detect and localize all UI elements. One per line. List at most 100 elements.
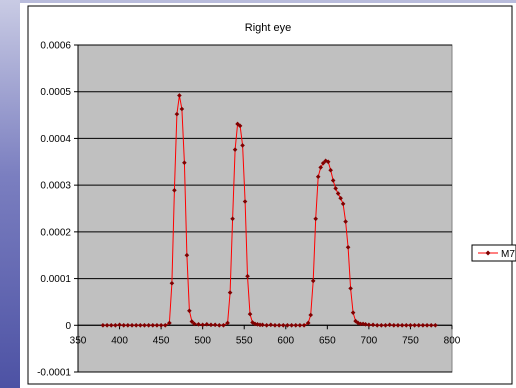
data-point [196,322,201,327]
plot-area [77,44,453,373]
x-tick-label: 450 [153,335,170,346]
data-point [260,322,265,328]
data-point [237,123,243,129]
x-tick-label: 550 [236,335,253,346]
y-tick-label: -0.0001 [37,368,71,379]
data-point [192,321,197,327]
data-point [255,322,260,327]
data-point [242,199,248,204]
data-point [343,219,348,224]
data-point [272,322,278,328]
data-point [174,111,180,117]
data-point [399,322,405,328]
data-point [280,322,286,328]
data-point [297,322,303,328]
data-point [268,322,274,328]
data-point [276,322,282,328]
data-point [335,191,341,196]
data-point [353,318,358,324]
y-tick-label: 0 [65,321,71,332]
data-point [379,322,384,328]
data-point [345,244,351,250]
data-point [264,322,269,328]
data-point [117,322,122,328]
data-point [208,322,214,328]
data-point [360,321,366,327]
data-point [408,322,413,328]
data-point [245,273,250,279]
data-point [212,322,218,328]
data-point [230,216,235,222]
data-point [315,174,321,180]
x-tick-label: 800 [444,335,461,346]
data-point [225,320,230,326]
x-tick-label: 350 [70,335,87,346]
data-point [167,320,172,326]
data-point [200,322,205,328]
data-point [301,322,307,328]
data-point [363,322,368,327]
data-point [172,187,177,193]
data-point [333,186,338,191]
data-point [318,165,323,170]
y-tick-label: 0.0001 [40,274,71,285]
data-point [252,321,258,327]
data-point [125,322,131,328]
data-point [358,321,363,327]
data-point [162,322,168,328]
y-tick-label: 0.0006 [40,41,71,52]
data-point [428,322,434,328]
data-point [133,322,139,328]
legend-label: M7 [501,249,515,260]
data-point [150,322,156,328]
data-point [289,322,294,328]
data-point [325,159,331,165]
data-point [323,158,328,164]
data-point [154,322,160,328]
data-point [328,167,333,173]
data-point [104,322,110,328]
data-point [350,310,356,315]
data-point [179,106,185,112]
data-point [338,195,343,201]
data-point [257,322,263,328]
data-point [416,322,422,328]
data-point [121,322,127,328]
y-tick-label: 0.0004 [40,134,71,145]
data-point [330,178,336,183]
x-tick-label: 400 [111,335,128,346]
y-tick-label: 0.0003 [40,181,71,192]
data-point [187,308,192,314]
x-tick-label: 650 [319,335,336,346]
data-point [424,322,430,328]
data-point [146,322,151,328]
data-point [387,322,392,328]
slide-top-border [20,0,516,3]
data-point [374,322,380,328]
y-tick-label: 0.0002 [40,227,71,238]
data-point [293,322,299,328]
data-point [395,322,401,328]
data-point [420,322,426,328]
data-point [383,322,388,328]
data-point [221,322,226,328]
data-point [177,93,182,98]
data-point [310,278,316,284]
data-point [100,322,106,328]
data-point [391,322,397,328]
data-point [158,322,164,328]
data-point [113,322,118,328]
data-point [189,319,195,324]
data-point [240,143,245,148]
data-point [340,201,346,207]
data-point [108,322,114,328]
x-tick-label: 700 [361,335,378,346]
data-point [412,322,417,328]
data-point [216,322,222,328]
data-point [305,320,311,326]
data-point [169,280,175,286]
data-point [138,322,143,328]
x-tick-label: 600 [277,335,294,346]
data-point [232,147,238,152]
